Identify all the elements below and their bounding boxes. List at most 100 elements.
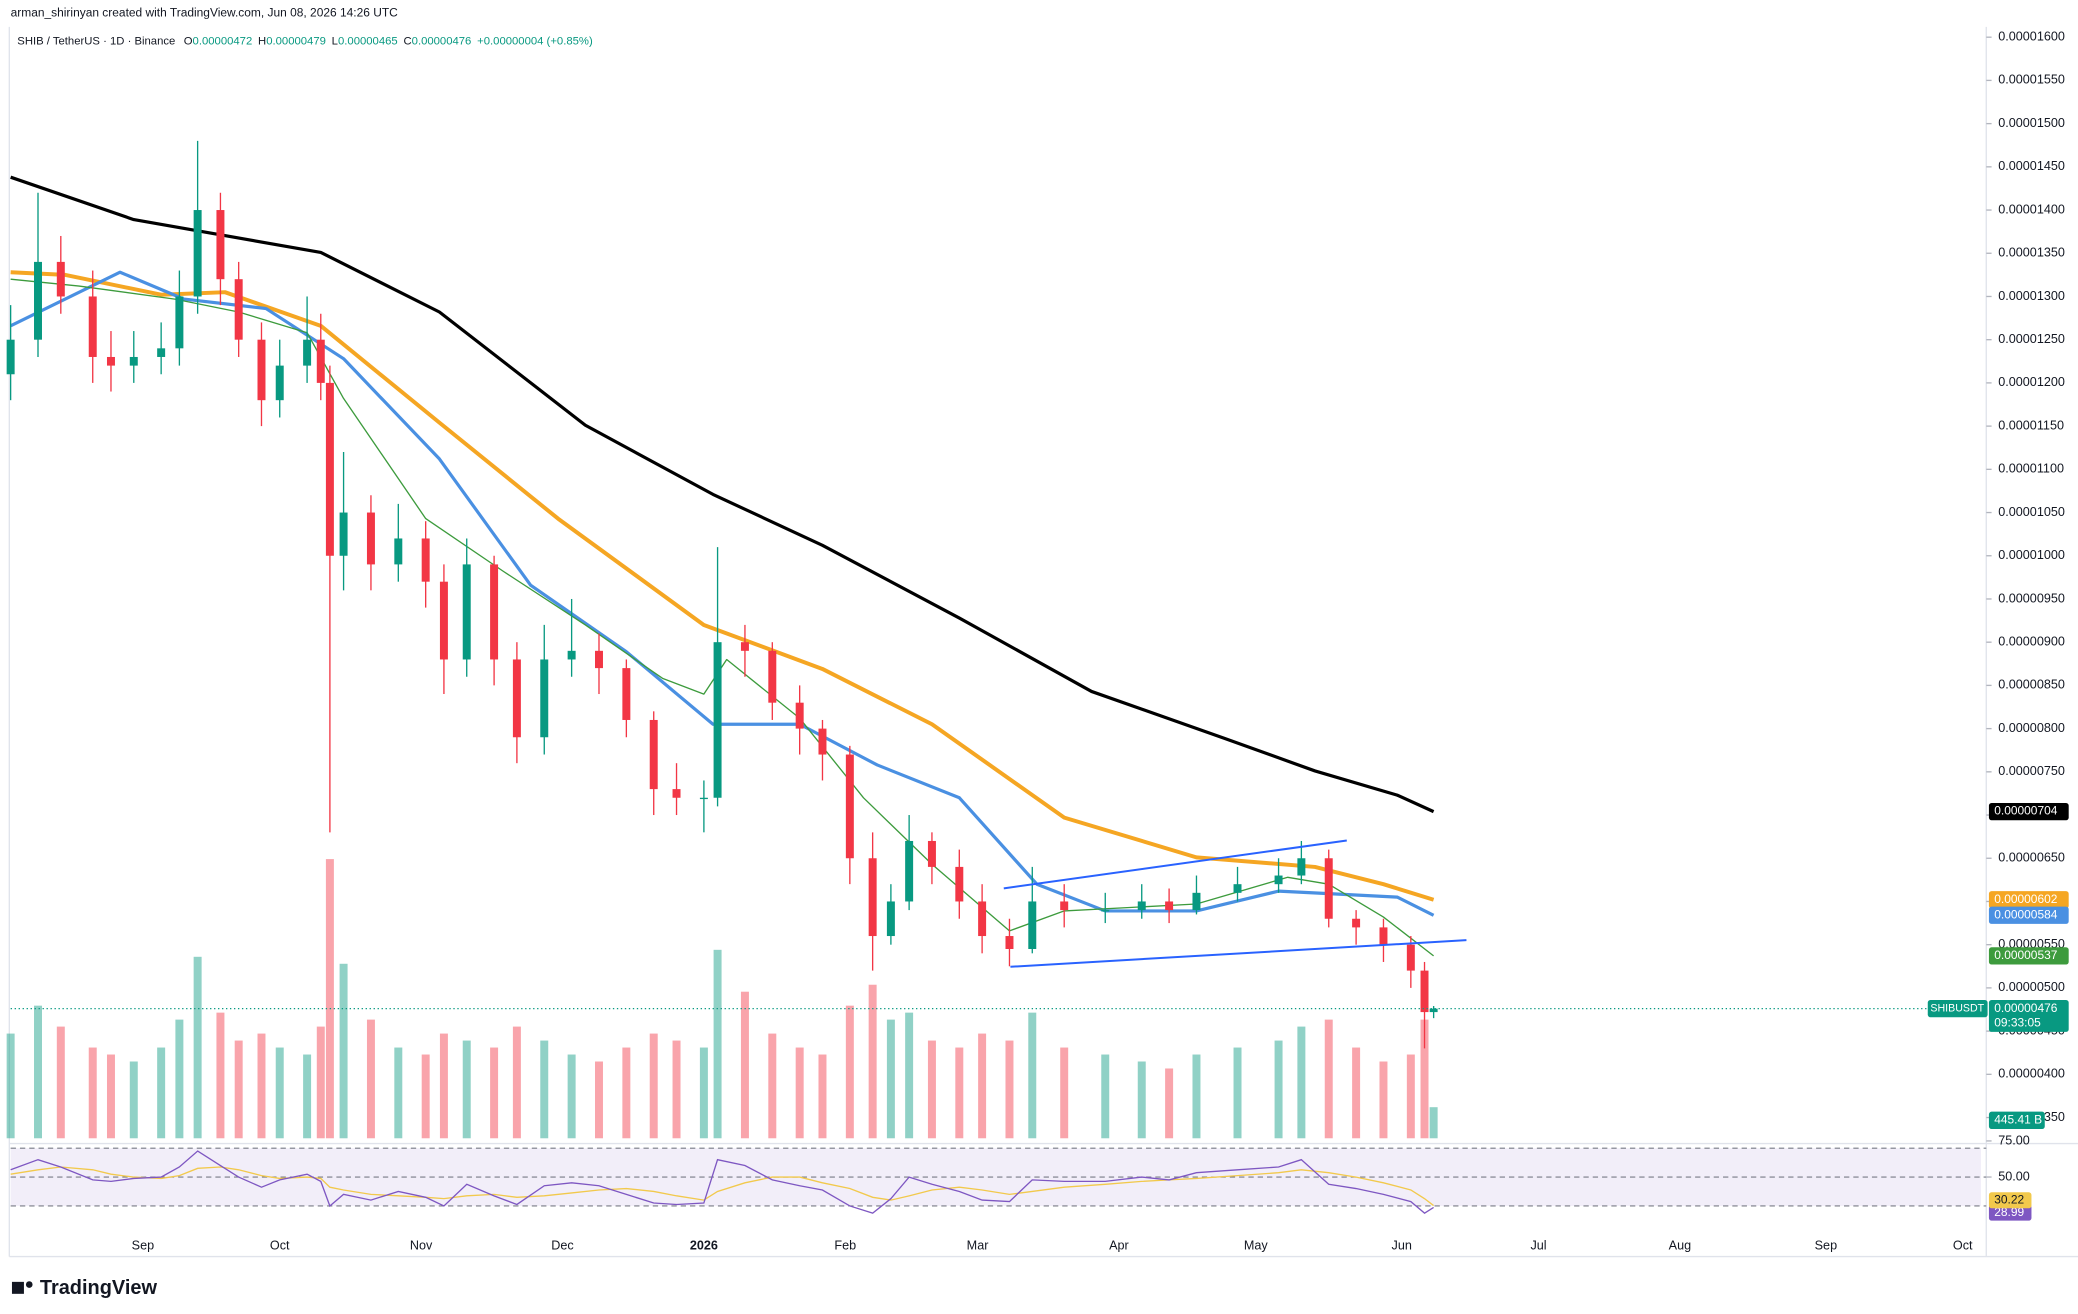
- symbol: SHIB / TetherUS · 1D · Binance: [17, 35, 175, 47]
- volume-bar: [699, 1047, 708, 1139]
- candle-body: [275, 365, 284, 401]
- volume-bar: [1005, 1040, 1014, 1139]
- volume-bar: [905, 1012, 914, 1139]
- candle-body: [1060, 901, 1069, 911]
- symbol-legend: SHIB / TetherUS · 1D · Binance O 0.000004…: [17, 35, 593, 47]
- attribution: arman_shirinyan created with TradingView…: [11, 6, 399, 20]
- candle-body: [1005, 936, 1014, 950]
- x-tick-label: Aug: [1669, 1238, 1691, 1252]
- volume-tag: [1988, 1111, 2045, 1129]
- rsi-line: [10, 1150, 1434, 1214]
- volume-bar: [1406, 1054, 1415, 1139]
- candle-body: [1137, 901, 1146, 911]
- candle-body: [1379, 927, 1388, 945]
- volume-bar: [1297, 1026, 1306, 1139]
- candle-body: [699, 797, 708, 800]
- x-tick-label: Jul: [1530, 1238, 1546, 1252]
- rsi-tag: [1988, 1192, 2032, 1209]
- volume-bar: [1101, 1054, 1110, 1139]
- candle-body: [713, 642, 722, 798]
- volume-bar: [845, 1005, 854, 1139]
- candle-body: [868, 858, 877, 937]
- y-tick-label: 0.00001000: [1998, 548, 2065, 562]
- rsi-tag: [1988, 1204, 2032, 1221]
- trend-line: [1003, 839, 1347, 890]
- candle-body: [129, 356, 138, 366]
- candle-body: [1101, 910, 1110, 912]
- candle-body: [845, 754, 854, 859]
- candle-body: [439, 581, 448, 660]
- last-price-label: 0.00000476: [1994, 1001, 2058, 1015]
- volume-bar: [1274, 1040, 1283, 1139]
- x-tick-label: Dec: [551, 1238, 573, 1252]
- candle-body: [512, 659, 521, 738]
- y-tick-label: 0.00001300: [1998, 289, 2065, 303]
- volume-bar: [56, 1026, 65, 1139]
- volume-bar: [1165, 1068, 1174, 1139]
- candle-body: [56, 261, 65, 297]
- candle-body: [462, 564, 471, 660]
- volume-bar: [439, 1033, 448, 1139]
- candle-body: [193, 210, 202, 297]
- volume: [6, 859, 1438, 1139]
- candle-body: [978, 901, 987, 937]
- candle-body: [1297, 858, 1306, 876]
- y-tick-label: 0.00001100: [1998, 462, 2064, 476]
- y-tick-label: 0.00001550: [1998, 73, 2065, 87]
- volume-bar: [325, 859, 334, 1139]
- candle-body: [325, 382, 334, 556]
- rsi-value-label: 28.99: [1994, 1205, 2024, 1219]
- x-tick-label: Oct: [270, 1238, 290, 1252]
- x-tick-label: Nov: [410, 1238, 433, 1252]
- volume-bar: [275, 1047, 284, 1139]
- candle-body: [157, 348, 166, 357]
- y-tick-label: 0.00000800: [1998, 721, 2065, 735]
- y-tick-label: 0.00001050: [1998, 505, 2065, 519]
- volume-bar: [129, 1061, 138, 1139]
- candle-body: [927, 840, 936, 867]
- symbol-label: SHIBUSDT: [1930, 1002, 1984, 1014]
- ma-price-tag: [1988, 906, 2069, 924]
- x-tick-label: Sep: [132, 1238, 154, 1252]
- ohlc-key: O: [184, 35, 193, 47]
- volume-bar: [216, 1012, 225, 1139]
- volume-bar: [193, 956, 202, 1139]
- trend-line: [1010, 939, 1467, 968]
- volume-bar: [366, 1019, 375, 1139]
- volume-bar: [768, 1033, 777, 1139]
- volume-bar: [886, 1019, 895, 1139]
- ohlc-value: 0.00000479: [266, 35, 326, 47]
- x-tick-label: Sep: [1815, 1238, 1837, 1252]
- y-tick-label: 50.00: [1998, 1169, 2030, 1183]
- volume-bar: [512, 1026, 521, 1139]
- candle-body: [1233, 884, 1242, 893]
- volume-bar: [927, 1040, 936, 1139]
- candles: [6, 140, 1438, 1049]
- x-tick-label: Oct: [1953, 1238, 1973, 1252]
- volume-bar: [157, 1047, 166, 1139]
- volume-bar: [1060, 1047, 1069, 1139]
- candle-body: [216, 210, 225, 280]
- candle-body: [88, 296, 97, 357]
- volume-bar: [421, 1054, 430, 1139]
- candle-body: [316, 339, 325, 383]
- candle-body: [795, 702, 804, 729]
- candle-body: [1352, 918, 1361, 928]
- candle-body: [6, 339, 15, 375]
- x-tick-label: Mar: [967, 1238, 989, 1252]
- candle-body: [886, 901, 895, 937]
- logo-mark: [11, 1281, 24, 1294]
- ohlc-key: C: [403, 35, 411, 47]
- candle-body: [106, 356, 115, 366]
- ma-price-tag: [1988, 947, 2069, 965]
- candle-body: [567, 650, 576, 660]
- rsi-value-label: 30.22: [1994, 1192, 2024, 1206]
- candle-body: [595, 650, 603, 669]
- candle-body: [1274, 875, 1283, 885]
- volume-bar: [88, 1047, 97, 1139]
- volume-bar: [1429, 1107, 1438, 1139]
- logo-text: TradingView: [40, 1277, 158, 1299]
- change: +0.00000004 (+0.85%): [477, 35, 593, 47]
- y-tick-label: 0.00000850: [1998, 678, 2065, 692]
